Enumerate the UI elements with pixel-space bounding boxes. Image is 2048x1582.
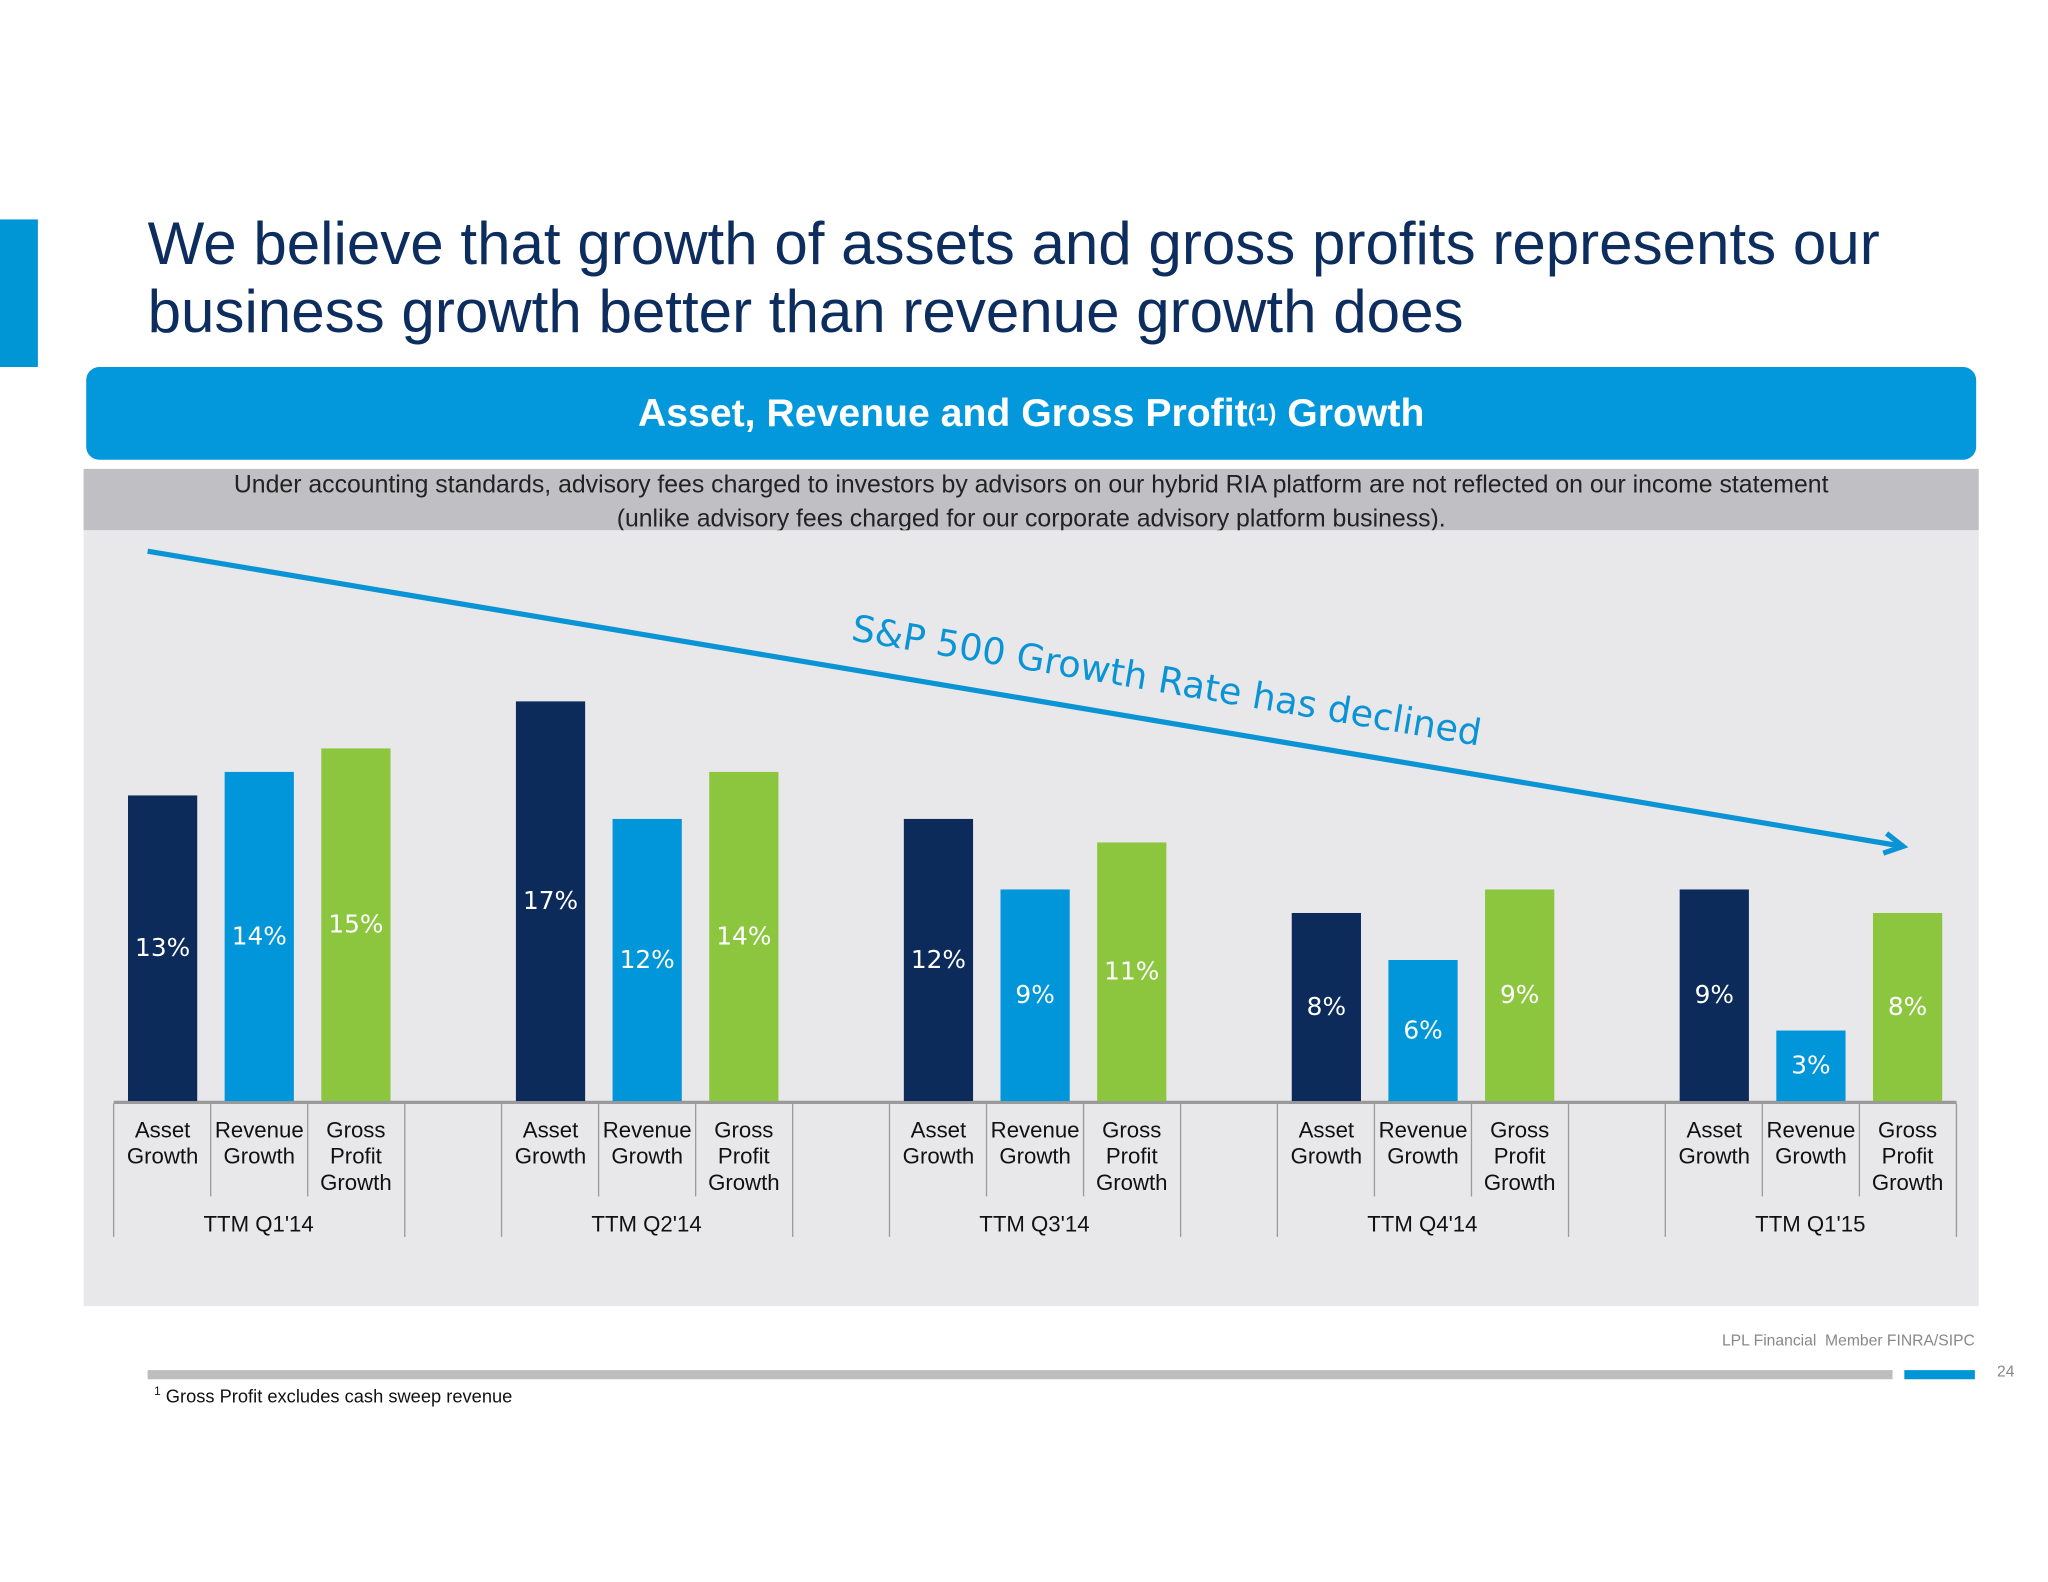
series-label: Growth (1096, 1170, 1168, 1195)
series-label: Revenue (215, 1118, 304, 1143)
series-label: Growth (224, 1144, 296, 1169)
accounting-note: Under accounting standards, advisory fee… (83, 468, 1979, 533)
category-label: TTM Q4'14 (1367, 1212, 1477, 1237)
page-title: We believe that growth of assets and gro… (147, 208, 1880, 345)
series-label: Growth (127, 1144, 199, 1169)
series-label: Growth (611, 1144, 683, 1169)
bar-revenue-growth (612, 818, 682, 1102)
bar-gross-profit-growth (1485, 889, 1555, 1102)
data-label: 3% (1791, 1051, 1830, 1080)
trend-annotation: S&P 500 Growth Rate has declined (849, 606, 1485, 754)
bar-chart: S&P 500 Growth Rate has declined TTM Q1'1… (112, 548, 1958, 1237)
data-label: 6% (1403, 1015, 1442, 1044)
series-label: Growth (515, 1144, 587, 1169)
trend-arrow-line (147, 548, 1904, 849)
accent-bar (0, 219, 38, 368)
category-label: TTM Q1'14 (203, 1212, 313, 1237)
footnote-text: Gross Profit excludes cash sweep revenue (160, 1385, 513, 1407)
bar-asset-growth (515, 701, 586, 1102)
data-label: 13% (135, 933, 190, 962)
note-line-1: Under accounting standards, advisory fee… (233, 471, 1829, 499)
series-label: Profit (1106, 1144, 1158, 1169)
arrowhead-icon (1882, 831, 1909, 856)
series-label: Profit (1882, 1144, 1934, 1169)
bar-asset-growth (127, 795, 198, 1102)
series-label: Gross (1490, 1118, 1549, 1143)
series-label: Asset (523, 1118, 579, 1143)
series-label: Asset (911, 1118, 966, 1143)
series-label: Asset (1687, 1118, 1743, 1143)
series-label: Asset (135, 1118, 191, 1143)
series-label: Growth (708, 1170, 780, 1195)
series-label: Gross (714, 1118, 773, 1143)
series-label: Gross (326, 1118, 385, 1143)
category-label: TTM Q1'15 (1755, 1212, 1865, 1237)
series-label: Revenue (603, 1118, 692, 1143)
data-label: 9% (1015, 980, 1054, 1009)
bar-gross-profit-growth (709, 771, 779, 1102)
bar-asset-growth (1679, 889, 1749, 1102)
series-label: Growth (320, 1170, 392, 1195)
series-label: Growth (1872, 1170, 1944, 1195)
series-label: Profit (1494, 1144, 1546, 1169)
page-number: 24 (1997, 1362, 2015, 1381)
data-label: 15% (328, 910, 383, 939)
data-label: 12% (620, 945, 675, 974)
series-label: Revenue (1767, 1118, 1856, 1143)
data-label: 14% (716, 921, 771, 950)
banner-text: Asset, Revenue and Gross Profit (637, 391, 1248, 435)
bar-gross-profit-growth (1097, 842, 1167, 1102)
bar-asset-growth (903, 818, 974, 1102)
series-label: Growth (903, 1144, 975, 1169)
data-label: 12% (911, 945, 966, 974)
banner-superscript: (1) (1247, 399, 1277, 426)
category-label: TTM Q3'14 (979, 1212, 1089, 1237)
data-label: 11% (1104, 957, 1159, 986)
bar-asset-growth (1291, 912, 1361, 1102)
note-line-2: (unlike advisory fees charged for our co… (616, 505, 1446, 533)
series-label: Profit (718, 1144, 770, 1169)
data-label: 14% (232, 921, 287, 950)
series-label: Growth (1775, 1144, 1847, 1169)
bar-revenue-growth (224, 771, 294, 1102)
series-label: Gross (1878, 1118, 1937, 1143)
chart-banner: Asset, Revenue and Gross Profit (1) Growt… (86, 367, 1977, 460)
footnote: 1 Gross Profit excludes cash sweep reven… (154, 1384, 512, 1406)
series-label: Growth (1679, 1144, 1751, 1169)
series-label: Asset (1299, 1118, 1355, 1143)
series-label: Profit (330, 1144, 382, 1169)
series-label: Growth (1387, 1144, 1459, 1169)
series-label: Revenue (1379, 1118, 1468, 1143)
bar-revenue-growth (1388, 959, 1458, 1102)
footnote-mark: 1 (154, 1384, 161, 1398)
data-label: 9% (1695, 980, 1734, 1009)
series-label: Growth (999, 1144, 1071, 1169)
data-label: 8% (1307, 992, 1346, 1021)
footer-brand: LPL Financial Member FINRA/SIPC (1721, 1330, 1975, 1350)
series-label: Revenue (991, 1118, 1080, 1143)
bar-gross-profit-growth (1872, 912, 1943, 1102)
data-label: 17% (523, 886, 578, 915)
series-label: Gross (1102, 1118, 1161, 1143)
chart-area: S&P 500 Growth Rate has declined TTM Q1'1… (83, 530, 1979, 1307)
bar-revenue-growth (1000, 889, 1070, 1102)
footer-rule (147, 1370, 1893, 1380)
series-label: Growth (1484, 1170, 1556, 1195)
footer-accent (1904, 1370, 1975, 1380)
banner-text-after: Growth (1276, 391, 1425, 435)
bar-gross-profit-growth (321, 748, 391, 1102)
data-label: 8% (1888, 992, 1927, 1021)
data-label: 9% (1500, 980, 1539, 1009)
series-label: Growth (1291, 1144, 1363, 1169)
bar-revenue-growth (1776, 1030, 1846, 1102)
category-label: TTM Q2'14 (591, 1212, 701, 1237)
